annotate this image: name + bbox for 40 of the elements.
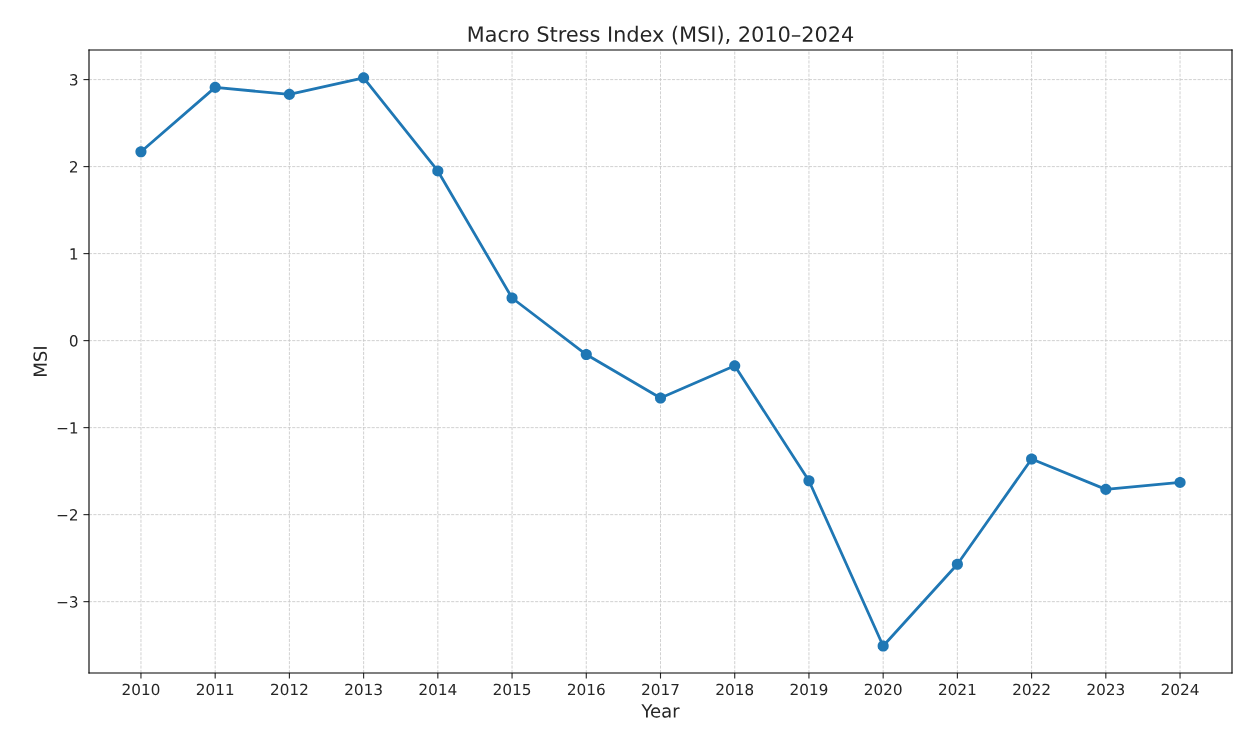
x-tick-label: 2021 <box>939 683 976 696</box>
y-tick-label: 3 <box>70 74 78 86</box>
x-tick-label: 2019 <box>790 683 828 696</box>
y-tick-label: −1 <box>57 422 78 434</box>
chart-title: Macro Stress Index (MSI), 2010–2024 <box>468 25 854 45</box>
x-tick-label: 2014 <box>419 683 457 696</box>
point <box>951 558 963 570</box>
x-tick-label: 2023 <box>1087 683 1125 696</box>
point <box>209 81 221 93</box>
point <box>1026 453 1038 465</box>
y-tick-label: −3 <box>57 596 78 608</box>
y-tick-label: 1 <box>70 248 78 260</box>
point <box>654 392 667 404</box>
point <box>506 292 518 304</box>
point <box>283 88 295 100</box>
point <box>803 475 815 487</box>
x-tick-label: 2013 <box>345 683 382 696</box>
x-tick-label: 2016 <box>567 683 605 696</box>
y-tick-label: 2 <box>69 161 78 173</box>
x-tick-label: 2022 <box>1013 683 1050 696</box>
x-tick-label: 2012 <box>271 683 308 696</box>
point <box>1100 483 1112 495</box>
point <box>729 360 741 372</box>
point <box>358 72 370 84</box>
x-tick-label: 2020 <box>864 683 902 696</box>
x-tick-label: 2011 <box>196 683 234 696</box>
point <box>432 165 444 177</box>
x-tick-label: 2017 <box>642 683 679 696</box>
point <box>135 146 147 158</box>
y-tick-label: 0 <box>69 335 78 347</box>
x-tick-label: 2024 <box>1161 683 1199 696</box>
y-axis-title: MSI <box>33 347 48 376</box>
point <box>1174 476 1186 488</box>
x-tick-label: 2015 <box>493 683 531 696</box>
point <box>877 640 889 652</box>
x-axis-title: Year <box>641 704 680 718</box>
x-tick-label: 2018 <box>716 683 754 696</box>
x-tick-label: 2010 <box>122 683 160 696</box>
y-tick-label: −2 <box>57 509 78 521</box>
point <box>580 348 592 361</box>
